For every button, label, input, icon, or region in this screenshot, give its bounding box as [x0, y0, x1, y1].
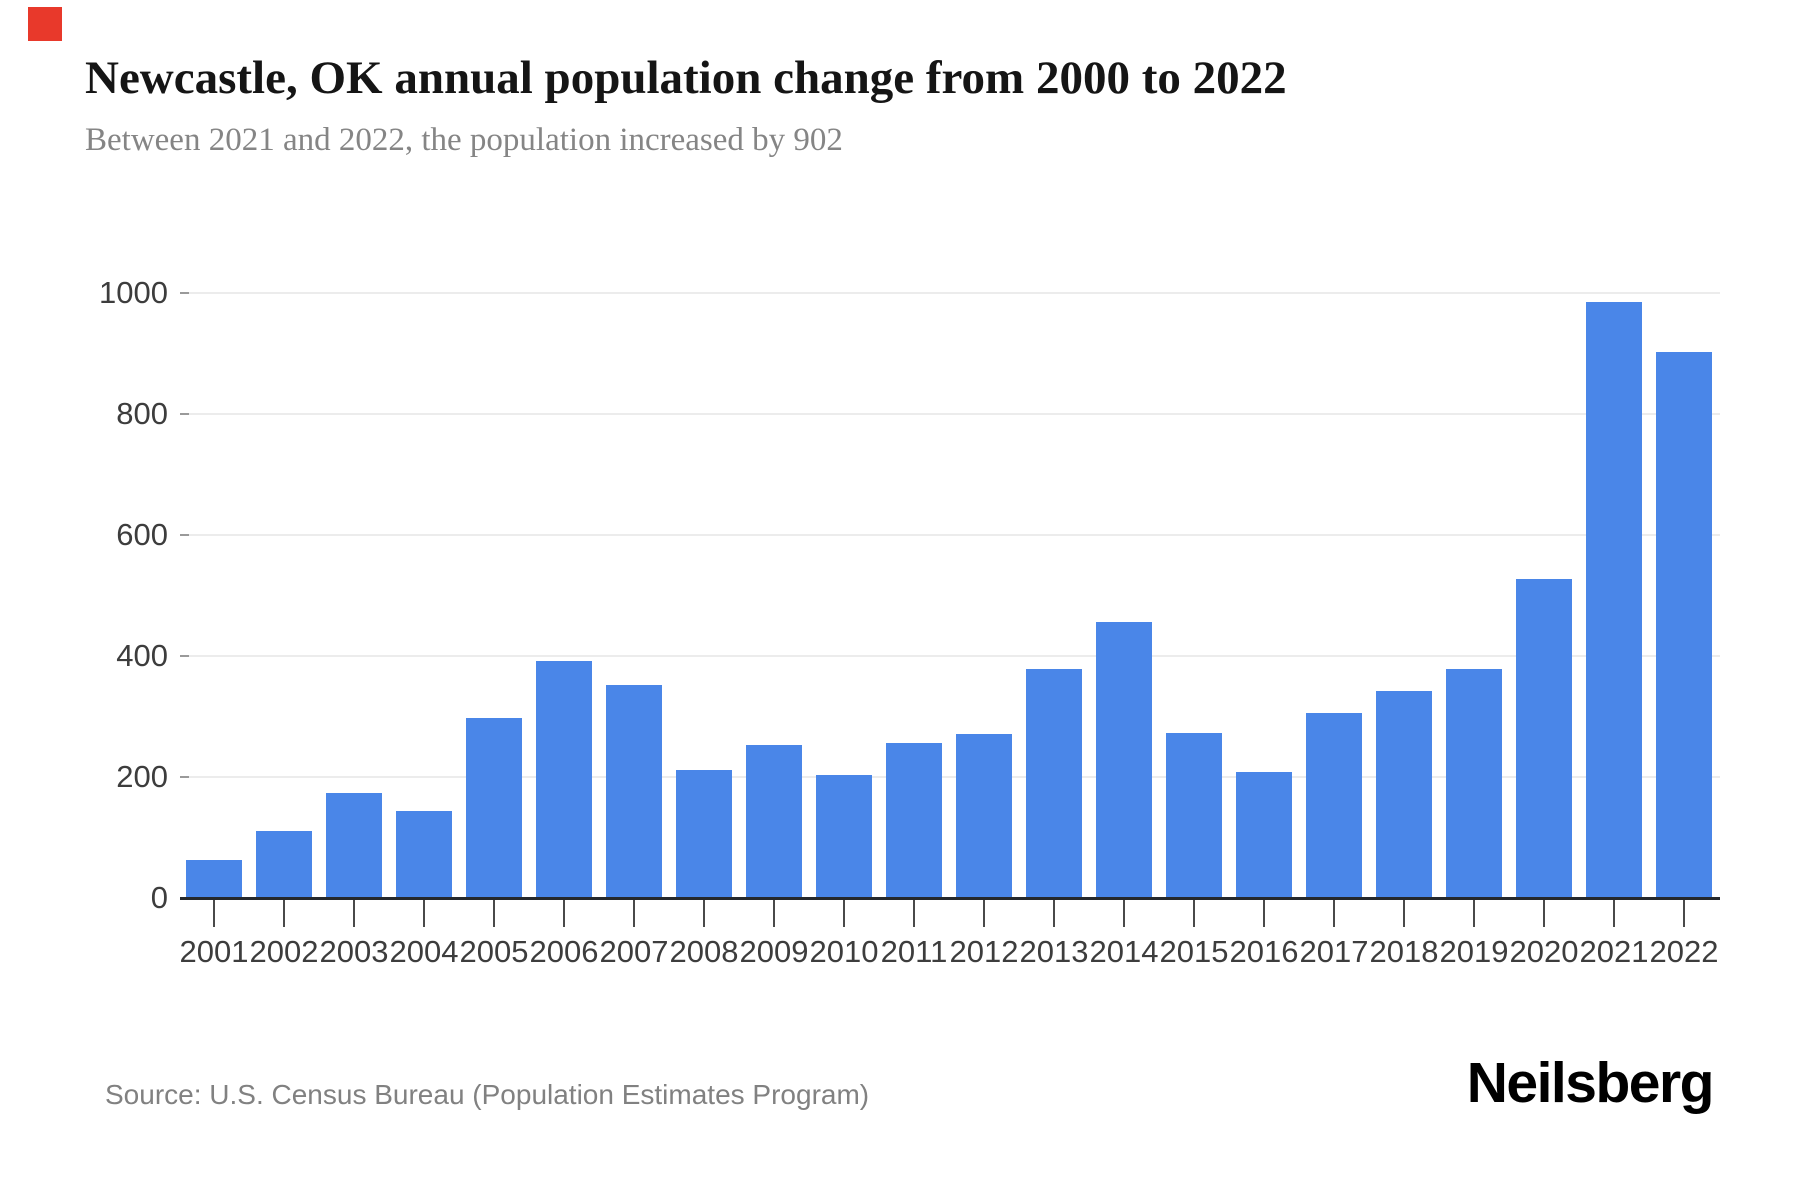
- bar-2007[interactable]: [606, 685, 662, 898]
- bar-2004[interactable]: [396, 811, 452, 898]
- x-axis-label-2018: 2018: [1369, 934, 1439, 969]
- x-axis-label-2020: 2020: [1509, 934, 1579, 969]
- y-axis-tick: [180, 292, 189, 294]
- x-axis-label-2011: 2011: [880, 934, 948, 969]
- x-axis-tick: [843, 900, 845, 927]
- x-axis-tick: [1683, 900, 1685, 927]
- x-axis-label-2012: 2012: [949, 934, 1019, 969]
- bar-2013[interactable]: [1026, 669, 1082, 898]
- x-axis-tick: [283, 900, 285, 927]
- x-axis-label-2006: 2006: [529, 934, 599, 969]
- bar-2011[interactable]: [886, 743, 942, 898]
- bar-2009[interactable]: [746, 745, 802, 898]
- y-axis-label: 0: [150, 880, 168, 915]
- x-axis-tick: [353, 900, 355, 927]
- x-axis-label-2005: 2005: [459, 934, 529, 969]
- bar-2019[interactable]: [1446, 669, 1502, 898]
- y-axis-tick: [180, 534, 189, 536]
- bar-2003[interactable]: [326, 793, 382, 898]
- brand-logo: Neilsberg: [1466, 1051, 1715, 1115]
- x-axis-label-2008: 2008: [669, 934, 739, 969]
- y-axis-tick: [180, 655, 189, 657]
- bar-chart: 0 200 400 600 800 1000 2001 2002 2003 2004 2005 200…: [99, 275, 1720, 969]
- bar-2006[interactable]: [536, 661, 592, 898]
- x-axis-tick: [1053, 900, 1055, 927]
- y-axis-tick: [180, 413, 189, 415]
- x-axis-tick: [633, 900, 635, 927]
- bar-2021[interactable]: [1586, 302, 1642, 898]
- y-axis-label: 800: [116, 396, 168, 431]
- x-axis-tick: [773, 900, 775, 927]
- x-axis-label-2017: 2017: [1299, 934, 1369, 969]
- x-axis-label-2013: 2013: [1019, 934, 1089, 969]
- x-axis-tick: [1263, 900, 1265, 927]
- bar-2018[interactable]: [1376, 691, 1432, 898]
- x-axis-label-2009: 2009: [739, 934, 809, 969]
- x-axis-tick: [563, 900, 565, 927]
- y-axis-label: 200: [116, 759, 168, 794]
- x-axis-tick: [703, 900, 705, 927]
- x-axis-label-2016: 2016: [1229, 934, 1299, 969]
- x-axis-label-2004: 2004: [389, 934, 459, 969]
- y-axis-tick: [180, 776, 189, 778]
- source-note: Source: U.S. Census Bureau (Population E…: [105, 1079, 870, 1110]
- gridline-1000: [180, 292, 1720, 294]
- x-axis-tick: [1333, 900, 1335, 927]
- x-axis-tick: [1403, 900, 1405, 927]
- x-axis-label-2002: 2002: [249, 934, 319, 969]
- x-axis-label-2001: 2001: [179, 934, 249, 969]
- x-axis-label-2014: 2014: [1089, 934, 1159, 969]
- x-axis-tick: [213, 900, 215, 927]
- chart-subtitle: Between 2021 and 2022, the population in…: [85, 122, 843, 158]
- bar-2016[interactable]: [1236, 772, 1292, 898]
- bar-2001[interactable]: [186, 860, 242, 898]
- x-axis-label-2010: 2010: [809, 934, 879, 969]
- x-axis-label-2015: 2015: [1159, 934, 1229, 969]
- bar-2020[interactable]: [1516, 579, 1572, 898]
- chart-title: Newcastle, OK annual population change f…: [85, 52, 1287, 104]
- x-axis-label-2022: 2022: [1649, 934, 1719, 969]
- gridline-400: [180, 655, 1720, 657]
- red-marker: [28, 7, 62, 41]
- y-axis-label: 1000: [99, 275, 168, 310]
- bar-2005[interactable]: [466, 718, 522, 898]
- bar-2022[interactable]: [1656, 352, 1712, 898]
- x-axis-tick: [423, 900, 425, 927]
- gridline-600: [180, 534, 1720, 536]
- x-axis-label-2019: 2019: [1439, 934, 1509, 969]
- bar-2012[interactable]: [956, 734, 1012, 898]
- gridline-800: [180, 413, 1720, 415]
- x-axis-tick: [1193, 900, 1195, 927]
- y-axis-label: 600: [116, 517, 168, 552]
- x-axis-label-2007: 2007: [599, 934, 669, 969]
- bar-2014[interactable]: [1096, 622, 1152, 898]
- gridline-200: [180, 776, 1720, 778]
- x-axis-tick: [983, 900, 985, 927]
- x-axis-tick: [1543, 900, 1545, 927]
- x-axis-label-2003: 2003: [319, 934, 389, 969]
- x-axis-tick: [1473, 900, 1475, 927]
- x-axis-tick: [493, 900, 495, 927]
- x-axis-tick: [1613, 900, 1615, 927]
- y-axis-label: 400: [116, 638, 168, 673]
- x-axis-label-2021: 2021: [1579, 934, 1649, 969]
- bar-2015[interactable]: [1166, 733, 1222, 898]
- x-axis-line: [180, 897, 1720, 900]
- x-axis-tick: [913, 900, 915, 927]
- bar-2002[interactable]: [256, 831, 312, 898]
- x-axis-tick: [1123, 900, 1125, 927]
- bar-2017[interactable]: [1306, 713, 1362, 898]
- bar-2010[interactable]: [816, 775, 872, 898]
- bar-2008[interactable]: [676, 770, 732, 898]
